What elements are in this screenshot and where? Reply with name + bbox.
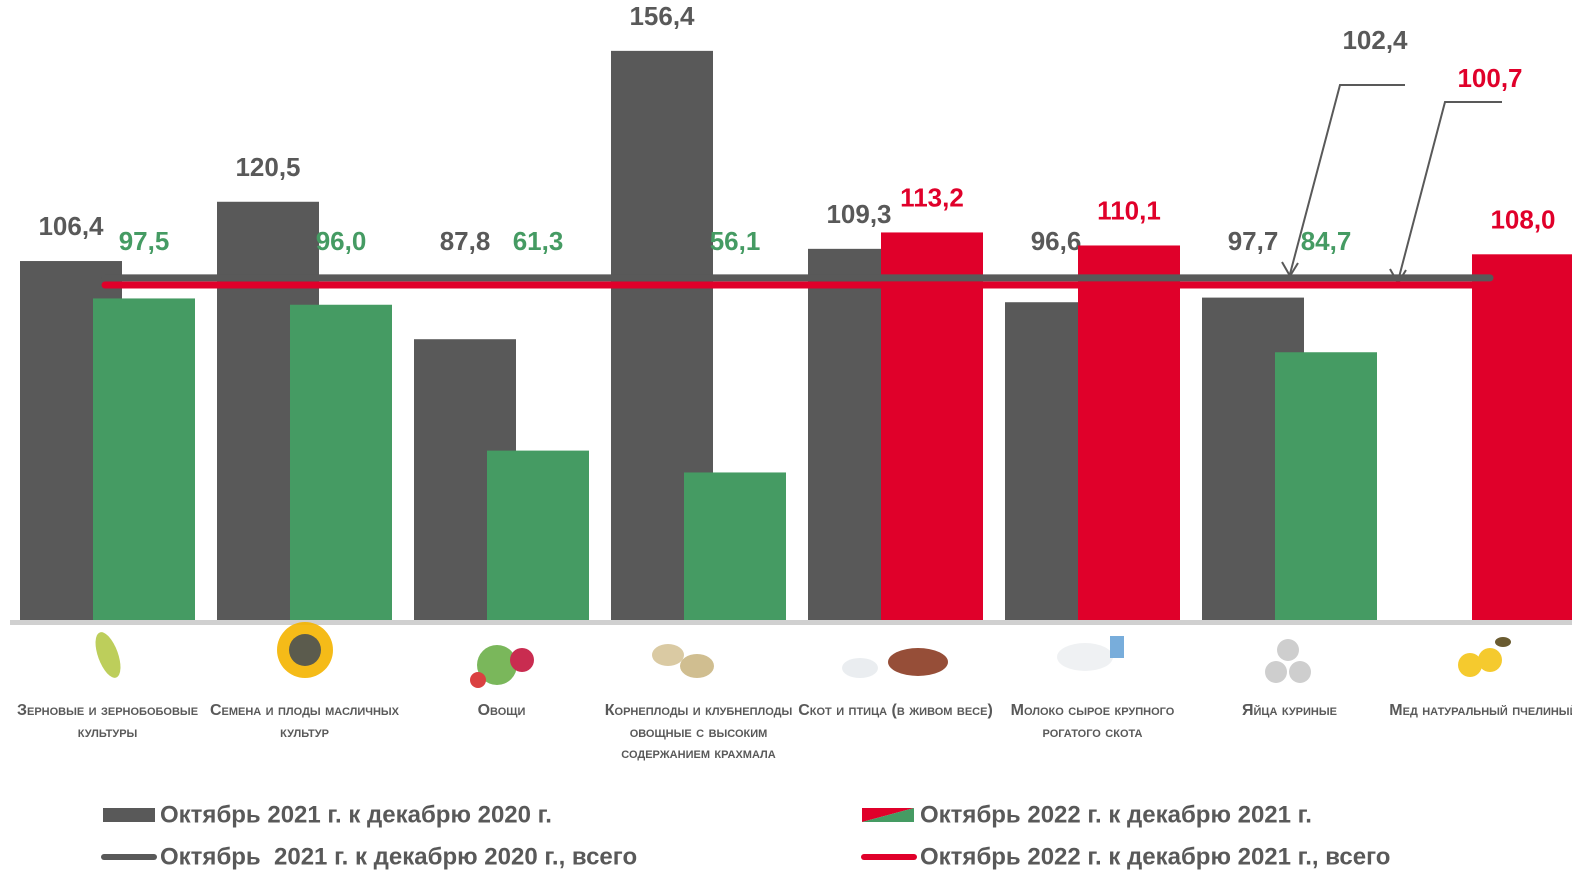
value-label: 156,4 bbox=[629, 1, 695, 31]
value-label: 106,4 bbox=[38, 211, 104, 241]
page: 106,4 120,5 87,8 156,4 109,3 96,6 97,7 97,5 96,0… bbox=[0, 0, 1572, 872]
value-label: 84,7 bbox=[1301, 226, 1352, 256]
bar bbox=[1078, 245, 1180, 620]
value-label: 120,5 bbox=[235, 152, 300, 182]
bar bbox=[1275, 352, 1377, 620]
category-label: Молоко сырое крупного рогатого скота bbox=[995, 700, 1191, 743]
value-label: 97,7 bbox=[1228, 226, 1279, 256]
category-label: Зерновые и зернобобовые культуры bbox=[10, 700, 206, 743]
value-label: 108,0 bbox=[1490, 204, 1555, 234]
value-label: 96,0 bbox=[316, 226, 367, 256]
bar bbox=[1472, 254, 1572, 620]
category-label: Скот и птица (в живом весе) bbox=[798, 700, 994, 722]
leader-line bbox=[1398, 102, 1502, 281]
legend-label: Октябрь 2021 г. к декабрю 2020 г. bbox=[160, 801, 552, 828]
legend-label: Октябрь 2021 г. к декабрю 2020 г., всего bbox=[160, 843, 637, 870]
value-label: 96,6 bbox=[1031, 226, 1082, 256]
legend-swatch bbox=[103, 808, 155, 822]
category-label: Яйца куриные bbox=[1192, 700, 1388, 722]
x-axis bbox=[10, 620, 1572, 625]
value-label: 109,3 bbox=[826, 199, 891, 229]
category-label: Семена и плоды масличных культур bbox=[207, 700, 403, 743]
value-label: 110,1 bbox=[1097, 195, 1161, 225]
category-label: Мед натуральный пчелиный* bbox=[1389, 700, 1572, 722]
bar bbox=[93, 298, 195, 620]
value-label: 56,1 bbox=[710, 226, 761, 256]
legend-label: Октябрь 2022 г. к декабрю 2021 г. bbox=[920, 801, 1312, 828]
value-label: 97,5 bbox=[119, 226, 170, 256]
bar bbox=[881, 232, 983, 620]
legend-label: Октябрь 2022 г. к декабрю 2021 г., всего bbox=[920, 843, 1390, 870]
bar bbox=[290, 305, 392, 620]
reference-label: 102,4 bbox=[1342, 25, 1408, 55]
category-label: Овощи bbox=[404, 700, 600, 722]
icons bbox=[90, 622, 1511, 688]
value-label: 87,8 bbox=[440, 226, 491, 256]
bar bbox=[684, 472, 786, 620]
value-label: 61,3 bbox=[513, 226, 564, 256]
value-label: 113,2 bbox=[900, 182, 964, 212]
reference-label: 100,7 bbox=[1457, 63, 1522, 93]
category-label: Корнеплоды и клубнеплоды овощные с высок… bbox=[601, 700, 797, 765]
bar bbox=[487, 451, 589, 620]
